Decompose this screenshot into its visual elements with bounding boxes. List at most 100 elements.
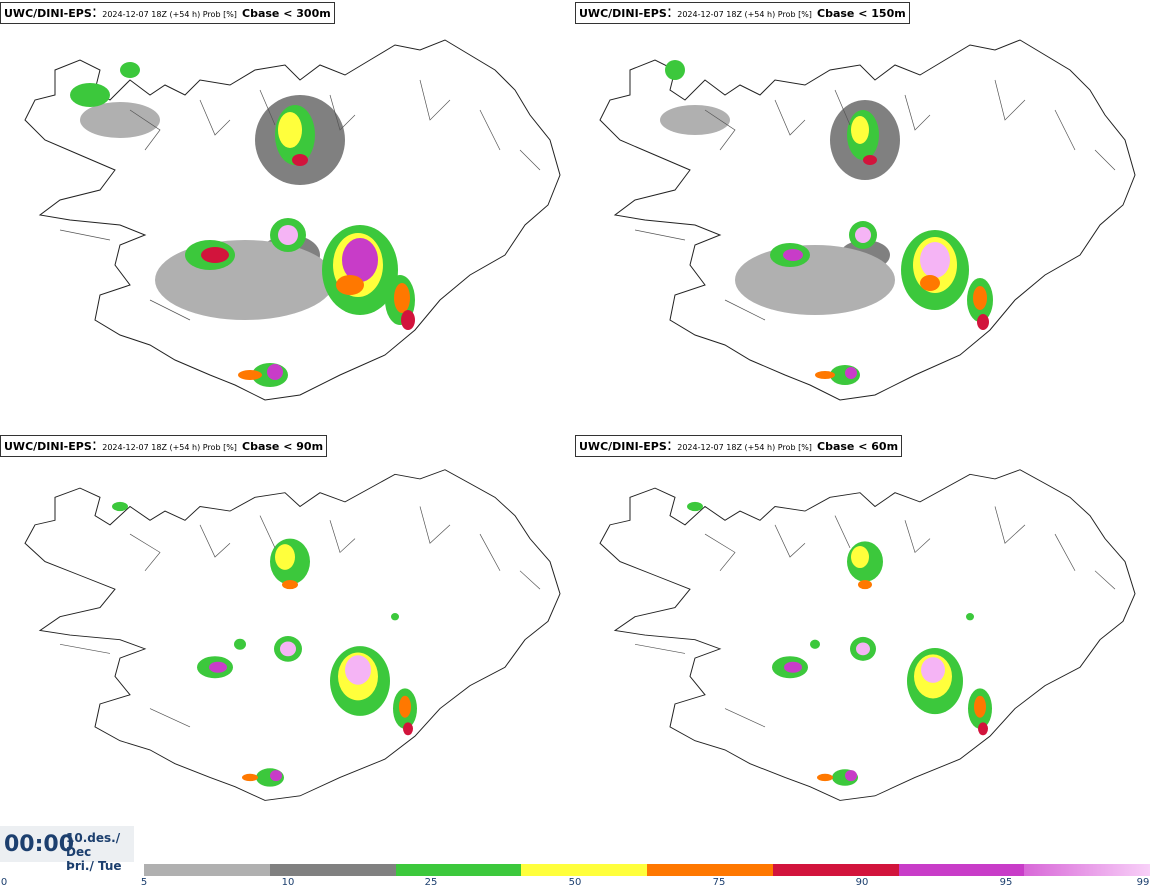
panel-title: UWC/DINI-EPS: 2024-12-07 18Z (+54 h) Pro… bbox=[0, 2, 335, 24]
colorbar-segment bbox=[647, 864, 773, 876]
colorbar-tick-label: 90 bbox=[855, 877, 869, 888]
probability-area bbox=[974, 695, 986, 718]
region-boundary bbox=[834, 515, 851, 548]
probability-area bbox=[234, 638, 246, 650]
model-name: UWC/DINI-EPS bbox=[579, 440, 667, 453]
region-boundary bbox=[724, 299, 766, 321]
region-boundary bbox=[774, 524, 806, 558]
forecast-meta: 2024-12-07 18Z (+54 h) Prob [%] bbox=[102, 443, 237, 452]
region-boundary bbox=[904, 520, 931, 554]
region-boundary bbox=[519, 570, 541, 590]
region-boundary bbox=[129, 109, 161, 151]
region-boundary bbox=[634, 643, 686, 654]
probability-map bbox=[599, 39, 1136, 401]
probability-area bbox=[242, 773, 258, 782]
probability-map bbox=[599, 469, 1136, 801]
probability-area bbox=[401, 310, 415, 330]
region-boundary bbox=[259, 515, 276, 548]
map-panel-300m: UWC/DINI-EPS: 2024-12-07 18Z (+54 h) Pro… bbox=[0, 0, 575, 430]
probability-area bbox=[978, 722, 988, 736]
region-boundary bbox=[994, 506, 1026, 544]
region-boundary bbox=[994, 79, 1026, 121]
probability-area bbox=[278, 225, 298, 245]
forecast-meta: 2024-12-07 18Z (+54 h) Prob [%] bbox=[677, 10, 812, 19]
probability-area bbox=[783, 249, 803, 261]
probability-area bbox=[270, 770, 282, 782]
region-boundary bbox=[419, 506, 451, 544]
panel-title: UWC/DINI-EPS: 2024-12-07 18Z (+54 h) Pro… bbox=[575, 435, 903, 457]
probability-area bbox=[863, 155, 877, 165]
region-boundary bbox=[1054, 109, 1076, 151]
model-name: UWC/DINI-EPS bbox=[579, 7, 667, 20]
probability-area bbox=[394, 283, 410, 313]
probability-area bbox=[920, 275, 940, 291]
region-boundary bbox=[259, 89, 276, 126]
colorbar-segment bbox=[269, 864, 396, 876]
probability-area bbox=[735, 245, 895, 315]
colorbar-tick-label: 25 bbox=[424, 877, 438, 888]
probability-area bbox=[921, 657, 945, 683]
variable-label: Cbase < 90m bbox=[242, 440, 324, 453]
colorbar-tick-label: 75 bbox=[712, 877, 726, 888]
probability-area bbox=[391, 613, 399, 621]
colorbar-tick-label: 10 bbox=[281, 877, 295, 888]
probability-area bbox=[845, 770, 857, 782]
region-boundary bbox=[904, 94, 931, 131]
probability-area bbox=[851, 545, 869, 569]
probability-area bbox=[280, 641, 296, 657]
probability-area bbox=[856, 642, 870, 656]
probability-area bbox=[209, 661, 227, 673]
variable-label: Cbase < 150m bbox=[817, 7, 906, 20]
region-boundary bbox=[704, 109, 736, 151]
iceland-coastline bbox=[599, 469, 1136, 801]
colorbar-tick-label: 5 bbox=[140, 877, 148, 888]
region-boundary bbox=[519, 149, 541, 171]
probability-area bbox=[275, 544, 295, 570]
colorbar-segment bbox=[898, 864, 1025, 876]
region-boundary bbox=[479, 533, 501, 571]
probability-area bbox=[342, 238, 378, 282]
colorbar-segment bbox=[521, 864, 647, 876]
valid-date-line1: 10.des./ Dec bbox=[66, 831, 121, 859]
colorbar-tick-label: 0 bbox=[0, 877, 8, 888]
model-name: UWC/DINI-EPS bbox=[4, 7, 92, 20]
forecast-meta: 2024-12-07 18Z (+54 h) Prob [%] bbox=[102, 10, 237, 19]
forecast-meta: 2024-12-07 18Z (+54 h) Prob [%] bbox=[677, 443, 812, 452]
map-panel-150m: UWC/DINI-EPS: 2024-12-07 18Z (+54 h) Pro… bbox=[575, 0, 1150, 430]
region-boundary bbox=[59, 643, 111, 654]
colorbar-segment bbox=[772, 864, 899, 876]
probability-area bbox=[120, 62, 140, 78]
probability-area bbox=[660, 105, 730, 135]
probability-area bbox=[810, 639, 820, 649]
region-boundary bbox=[329, 94, 356, 131]
region-boundary bbox=[834, 89, 851, 126]
probability-area bbox=[155, 240, 335, 320]
probability-map bbox=[24, 39, 561, 401]
region-boundary bbox=[59, 229, 111, 241]
map-panel-60m: UWC/DINI-EPS: 2024-12-07 18Z (+54 h) Pro… bbox=[575, 433, 1150, 863]
panel-title: UWC/DINI-EPS: 2024-12-07 18Z (+54 h) Pro… bbox=[0, 435, 328, 457]
region-boundary bbox=[149, 708, 191, 728]
probability-area bbox=[336, 275, 364, 295]
probability-area bbox=[851, 116, 869, 144]
probability-area bbox=[817, 773, 833, 782]
panel-title: UWC/DINI-EPS: 2024-12-07 18Z (+54 h) Pro… bbox=[575, 2, 910, 24]
region-boundary bbox=[704, 533, 736, 571]
valid-date: 10.des./ Dec Þri./ Tue bbox=[66, 831, 134, 873]
colorbar-segment bbox=[144, 864, 270, 876]
region-boundary bbox=[419, 79, 451, 121]
iceland-coastline bbox=[599, 39, 1136, 401]
colorbar-tick-label: 99 bbox=[1136, 877, 1150, 888]
probability-area bbox=[966, 613, 974, 621]
probability-area bbox=[345, 655, 371, 685]
probability-area bbox=[238, 370, 262, 380]
region-boundary bbox=[199, 524, 231, 558]
map-panel-90m: UWC/DINI-EPS: 2024-12-07 18Z (+54 h) Pro… bbox=[0, 433, 575, 863]
region-boundary bbox=[329, 520, 356, 554]
region-boundary bbox=[774, 99, 806, 136]
probability-area bbox=[112, 501, 128, 512]
region-boundary bbox=[1094, 149, 1116, 171]
probability-area bbox=[845, 367, 857, 379]
probability-area bbox=[278, 112, 302, 148]
probability-area bbox=[282, 579, 298, 590]
